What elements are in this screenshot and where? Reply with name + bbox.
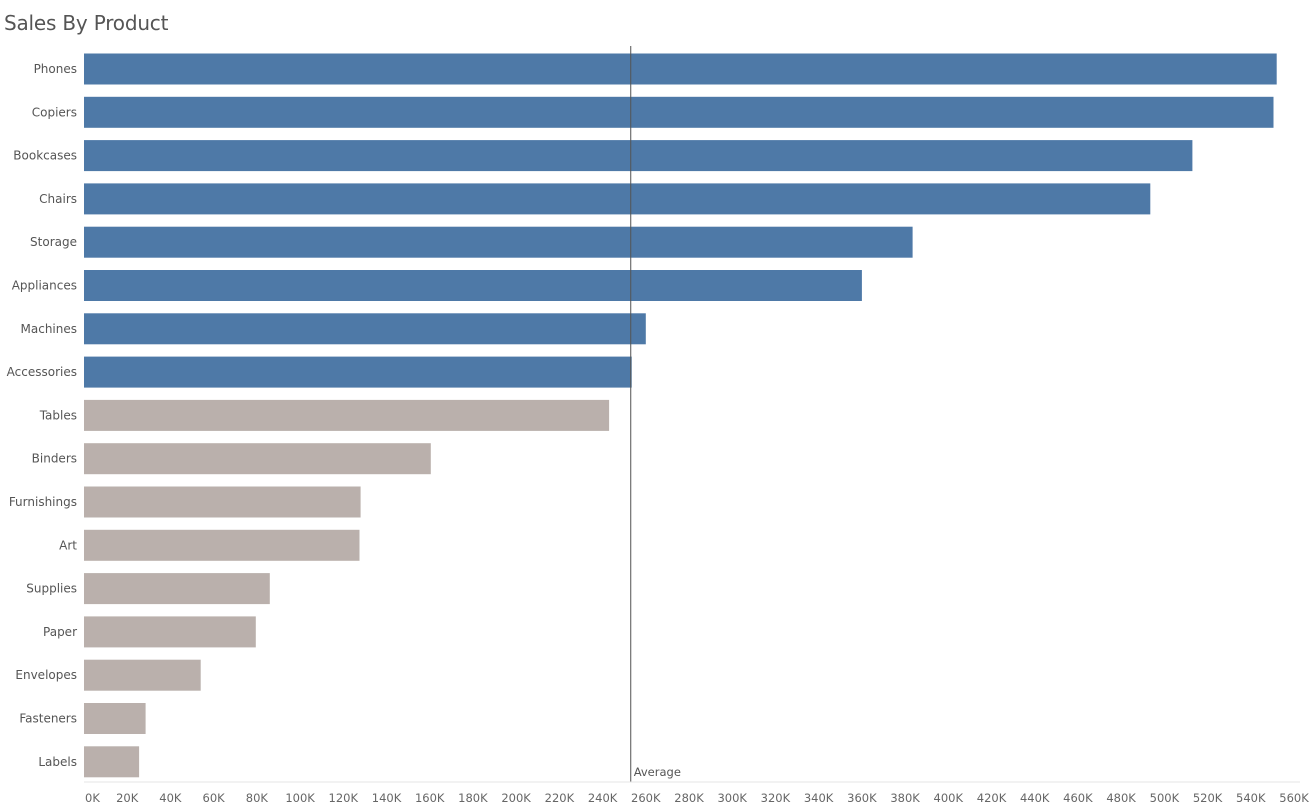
category-label-phones: Phones [34,62,77,76]
category-label-machines: Machines [21,322,77,336]
category-label-accessories: Accessories [7,365,77,379]
category-label-fasteners: Fasteners [19,712,77,726]
x-tick-label: 20K [116,791,139,805]
x-tick-label: 140K [372,791,402,805]
bar-binders [84,443,431,475]
category-label-chairs: Chairs [39,192,77,206]
bar-storage [84,226,913,258]
x-tick-label: 60K [203,791,226,805]
x-tick-label: 420K [977,791,1007,805]
x-tick-label: 160K [415,791,445,805]
x-tick-label: 520K [1193,791,1223,805]
chart-title: Sales By Product [4,11,169,35]
bar-bookcases [84,140,1193,172]
x-tick-label: 80K [246,791,269,805]
x-tick-label: 500K [1150,791,1180,805]
bar-chairs [84,183,1151,215]
x-tick-label: 100K [285,791,315,805]
x-tick-label: 540K [1236,791,1266,805]
bar-envelopes [84,659,201,691]
category-label-bookcases: Bookcases [13,149,77,163]
bars-layer [84,53,1277,778]
bar-tables [84,399,610,431]
category-label-envelopes: Envelopes [15,668,77,682]
category-label-tables: Tables [39,408,77,422]
x-tick-label: 200K [501,791,531,805]
x-tick-label: 280K [674,791,704,805]
category-label-appliances: Appliances [12,279,77,293]
x-tick-label: 0K [85,791,100,805]
bar-art [84,529,360,561]
x-tick-label: 180K [458,791,488,805]
category-label-art: Art [59,538,77,552]
x-tick-label: 380K [890,791,920,805]
x-tick-label: 320K [761,791,791,805]
x-tick-label: 260K [631,791,661,805]
x-tick-label: 560K [1279,791,1309,805]
x-tick-label: 120K [329,791,359,805]
category-label-storage: Storage [30,235,77,249]
bar-accessories [84,356,632,388]
bar-fasteners [84,703,146,734]
x-tick-label: 300K [717,791,747,805]
x-tick-label: 400K [934,791,964,805]
category-label-paper: Paper [43,625,77,639]
x-tick-label: 480K [1106,791,1136,805]
bar-labels [84,746,140,778]
category-label-supplies: Supplies [26,582,77,596]
reference-line-group: Average [630,46,681,782]
bar-copiers [84,96,1274,128]
x-tick-label: 340K [804,791,834,805]
x-tick-label: 40K [159,791,182,805]
category-label-furnishings: Furnishings [9,495,77,509]
bar-appliances [84,270,862,301]
x-tick-label: 220K [545,791,575,805]
bar-furnishings [84,486,361,518]
category-label-copiers: Copiers [32,105,77,119]
x-axis: 0K 20K 40K 60K 80K 100K 120K 140K 160K 180K 200K 22… [84,781,1309,805]
category-label-labels: Labels [38,755,77,769]
category-label-binders: Binders [32,452,77,466]
bar-machines [84,313,646,345]
bar-paper [84,616,256,648]
x-tick-label: 240K [588,791,618,805]
bar-phones [84,53,1277,85]
average-reference-label: Average [634,765,681,779]
bar-supplies [84,573,270,605]
x-tick-label: 460K [1063,791,1093,805]
x-tick-label: 360K [847,791,877,805]
x-tick-label: 440K [1020,791,1050,805]
category-labels: Phones Copiers Bookcases Chairs Storage Appli… [7,62,78,769]
